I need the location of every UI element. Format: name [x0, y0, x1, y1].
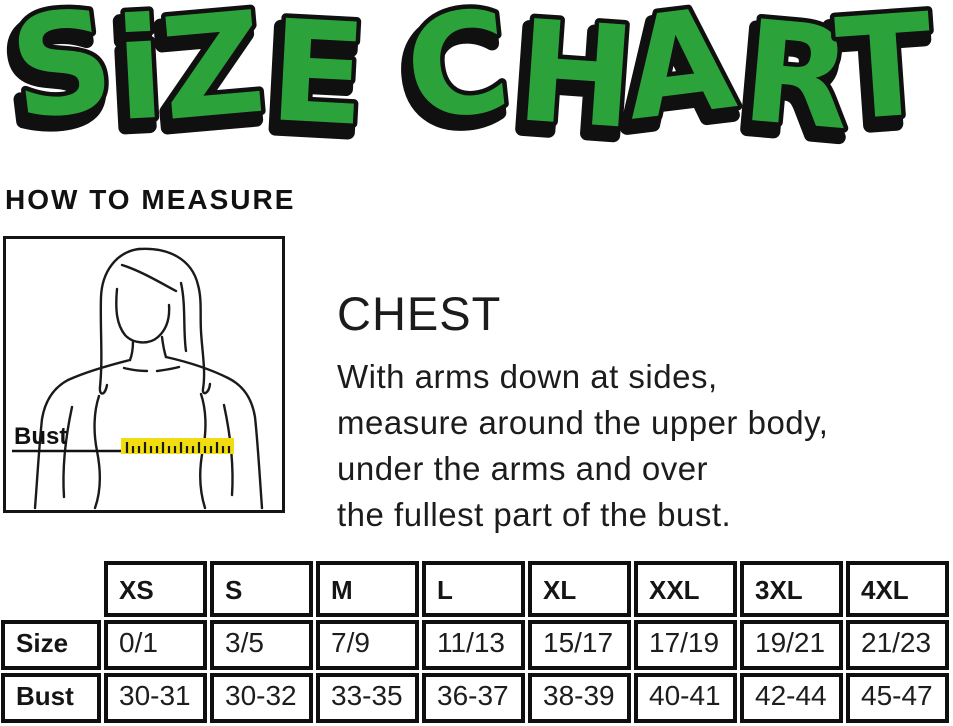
chest-instruction-line: measure around the upper body, [337, 403, 829, 441]
title-shadow-text: SiZE CHART [0, 0, 933, 156]
bust-value: 38-39 [528, 673, 631, 723]
bust-value: 30-31 [104, 673, 207, 723]
bust-value: 40-41 [634, 673, 737, 723]
bust-value: 33-35 [316, 673, 419, 723]
size-value: 7/9 [316, 620, 419, 670]
size-value: 15/17 [528, 620, 631, 670]
neck-left-line [128, 339, 135, 362]
bust-label: Bust [14, 423, 67, 450]
col-header-xxl: XXL [634, 561, 737, 617]
measure-diagram-box: Bust [3, 236, 285, 513]
bust-value: 42-44 [740, 673, 843, 723]
col-header-s: S [210, 561, 313, 617]
collarbone-right-line [155, 365, 181, 373]
size-value: 17/19 [634, 620, 737, 670]
collarbone-left-line [122, 366, 149, 373]
torso-illustration: Bust [12, 247, 264, 510]
face-outline [115, 287, 171, 344]
hair-right-line [137, 247, 212, 395]
how-to-measure-heading: HOW TO MEASURE [5, 184, 296, 215]
title-text: SiZE CHART [2, 0, 938, 156]
col-header-l: L [422, 561, 525, 617]
bust-row: Bust 30-31 30-32 33-35 36-37 38-39 40-41… [1, 673, 949, 723]
bust-value: 36-37 [422, 673, 525, 723]
arm-outer-right-line [226, 376, 264, 510]
size-value: 3/5 [210, 620, 313, 670]
bust-value: 45-47 [846, 673, 949, 723]
col-header-xs: XS [104, 561, 207, 617]
col-header-xl: XL [528, 561, 631, 617]
shoulder-left-line [66, 358, 132, 382]
size-value: 11/13 [422, 620, 525, 670]
row-label-bust: Bust [1, 673, 101, 723]
col-header-3xl: 3XL [740, 561, 843, 617]
hair-parting-line [120, 263, 178, 293]
chest-instruction-line: With arms down at sides, [337, 357, 718, 395]
size-table: XS S M L XL XXL 3XL 4XL Size 0/1 3/5 7/9… [0, 558, 952, 726]
size-table-header-row: XS S M L XL XXL 3XL 4XL [1, 561, 949, 617]
table-corner-blank [1, 561, 101, 617]
arm-outer-left-line [33, 378, 70, 510]
tape-ruler-ticks [125, 442, 231, 453]
col-header-4xl: 4XL [846, 561, 949, 617]
size-chart-title-art: SiZE CHART SiZE CHART [0, 0, 943, 156]
chest-instruction-line: the fullest part of the bust. [337, 495, 732, 533]
size-row: Size 0/1 3/5 7/9 11/13 15/17 17/19 19/21… [1, 620, 949, 670]
shoulder-right-line [164, 355, 230, 380]
bust-value: 30-32 [210, 673, 313, 723]
hair-strand-line [179, 281, 188, 353]
chest-instructions: CHEST With arms down at sides, measure a… [337, 288, 947, 538]
size-value: 21/23 [846, 620, 949, 670]
size-value: 0/1 [104, 620, 207, 670]
chest-heading: CHEST [337, 287, 502, 340]
chest-instruction-line: under the arms and over [337, 449, 709, 487]
size-value: 19/21 [740, 620, 843, 670]
neck-right-line [160, 335, 168, 359]
col-header-m: M [316, 561, 419, 617]
hair-left-line [98, 247, 141, 395]
row-label-size: Size [1, 620, 101, 670]
